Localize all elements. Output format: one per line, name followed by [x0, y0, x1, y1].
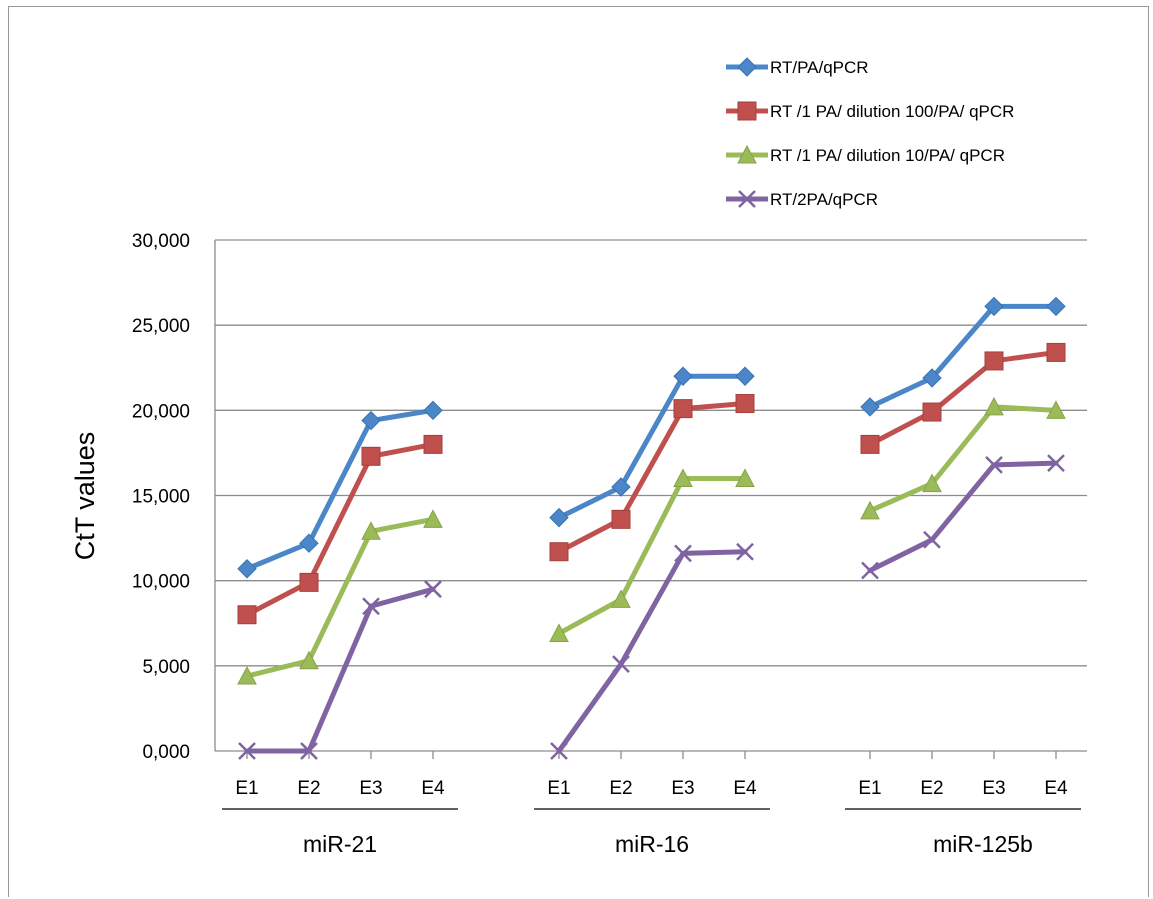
series-0-point-0-0 [237, 559, 257, 579]
series-0-point-1-3 [735, 366, 755, 386]
legend-marker-3 [738, 190, 756, 208]
legend-label-3: RT/2PA/qPCR [770, 190, 878, 209]
x-tick-label-2-2: E3 [982, 778, 1005, 799]
series-3-point-2-0 [861, 561, 879, 580]
legend-label-0: RT/PA/qPCR [770, 58, 869, 77]
series-2-point-1-2 [673, 468, 693, 487]
series-2-point-0-0 [237, 665, 257, 685]
series-2-point-0-2 [361, 521, 381, 540]
x-tick-label-0-1: E2 [297, 778, 320, 799]
legend-marker-0 [737, 57, 757, 77]
series-1-line-group-2 [867, 349, 1059, 447]
series-3-line-group-0 [244, 586, 436, 754]
series-0-line-group-2 [867, 303, 1059, 410]
series-2-point-1-0 [549, 623, 569, 642]
x-tick-label-0-3: E4 [421, 778, 445, 799]
series-2-point-1-3 [735, 468, 755, 487]
x-tick-label-2-1: E2 [920, 778, 943, 799]
x-tick-label-1-2: E3 [671, 778, 694, 799]
y-tick-label-0: 0,000 [142, 742, 190, 763]
series-2-point-0-1 [299, 650, 319, 670]
series-0-point-1-1 [611, 477, 631, 497]
series-2-line-group-0 [244, 516, 436, 679]
series-2-line-group-1 [556, 475, 748, 636]
y-tick-label-6: 30,000 [132, 231, 190, 252]
series-1-point-1-2 [673, 399, 693, 419]
series-1-point-2-0 [860, 434, 880, 454]
series-3-point-0-0 [238, 742, 256, 760]
series-0-point-0-1 [299, 533, 319, 553]
series-2-point-2-3 [1046, 400, 1066, 419]
series-0-line-group-1 [556, 373, 748, 521]
series-2-line-group-2 [867, 404, 1059, 514]
x-tick-label-2-3: E4 [1044, 778, 1068, 799]
series-0-point-2-2 [984, 296, 1004, 317]
y-tick-label-3: 15,000 [132, 487, 190, 508]
series-1-point-1-3 [735, 394, 755, 414]
chart-frame [8, 6, 1149, 897]
series-1-point-1-1 [611, 509, 631, 529]
series-3-line-group-1 [556, 549, 748, 754]
series-0-point-2-0 [860, 397, 880, 417]
series-3-point-1-0 [550, 742, 568, 760]
group-label-1: miR-16 [615, 831, 689, 857]
series-2-point-1-1 [611, 589, 631, 608]
legend-marker-1 [737, 101, 757, 121]
legend-marker-2 [737, 144, 757, 164]
series-2-point-2-1 [922, 473, 942, 493]
y-tick-label-2: 10,000 [132, 572, 190, 593]
series-2-point-0-3 [423, 509, 443, 528]
x-tick-label-1-0: E1 [547, 778, 570, 799]
series-3-point-0-3 [424, 580, 442, 599]
series-1-point-1-0 [549, 542, 569, 562]
series-3-point-0-2 [362, 597, 380, 616]
series-3-point-2-2 [985, 455, 1003, 474]
series-3-point-0-1 [300, 742, 318, 760]
series-0-line-group-0 [244, 407, 436, 572]
series-1-line-group-0 [244, 441, 436, 618]
group-label-0: miR-21 [303, 831, 377, 857]
series-1-point-0-3 [423, 434, 443, 454]
x-tick-label-0-0: E1 [235, 778, 258, 799]
series-3-point-1-3 [736, 542, 754, 561]
x-tick-label-1-1: E2 [609, 778, 632, 799]
series-0-point-2-3 [1046, 296, 1066, 317]
series-0-point-0-2 [361, 410, 381, 431]
y-tick-label-5: 25,000 [132, 316, 190, 337]
legend-label-1: RT /1 PA/ dilution 100/PA/ qPCR [770, 102, 1014, 121]
y-tick-label-1: 5,000 [142, 657, 190, 678]
series-3-point-2-1 [923, 530, 941, 549]
series-0-point-0-3 [423, 400, 443, 421]
series-1-point-2-1 [922, 402, 942, 422]
series-1-point-0-1 [299, 572, 319, 592]
y-axis-title: CtT values [70, 432, 100, 561]
y-tick-label-4: 20,000 [132, 401, 190, 422]
x-tick-label-0-2: E3 [359, 778, 382, 799]
series-1-point-0-0 [237, 605, 257, 625]
series-3-point-1-1 [612, 655, 630, 674]
series-1-point-0-2 [361, 446, 381, 466]
series-1-line-group-1 [556, 401, 748, 555]
series-2-point-2-2 [984, 396, 1004, 416]
series-3-line-group-2 [867, 460, 1059, 573]
series-3-point-2-3 [1047, 454, 1065, 473]
x-tick-label-2-0: E1 [858, 778, 881, 799]
series-3-point-1-2 [674, 544, 692, 563]
series-0-point-2-1 [922, 368, 942, 388]
legend-label-2: RT /1 PA/ dilution 10/PA/ qPCR [770, 146, 1005, 165]
series-2-point-2-0 [860, 500, 880, 520]
series-1-point-2-3 [1046, 342, 1066, 362]
group-label-2: miR-125b [933, 831, 1033, 857]
series-0-point-1-0 [549, 507, 569, 528]
series-0-point-1-2 [673, 366, 693, 386]
series-1-point-2-2 [984, 351, 1004, 371]
x-tick-label-1-3: E4 [733, 778, 757, 799]
